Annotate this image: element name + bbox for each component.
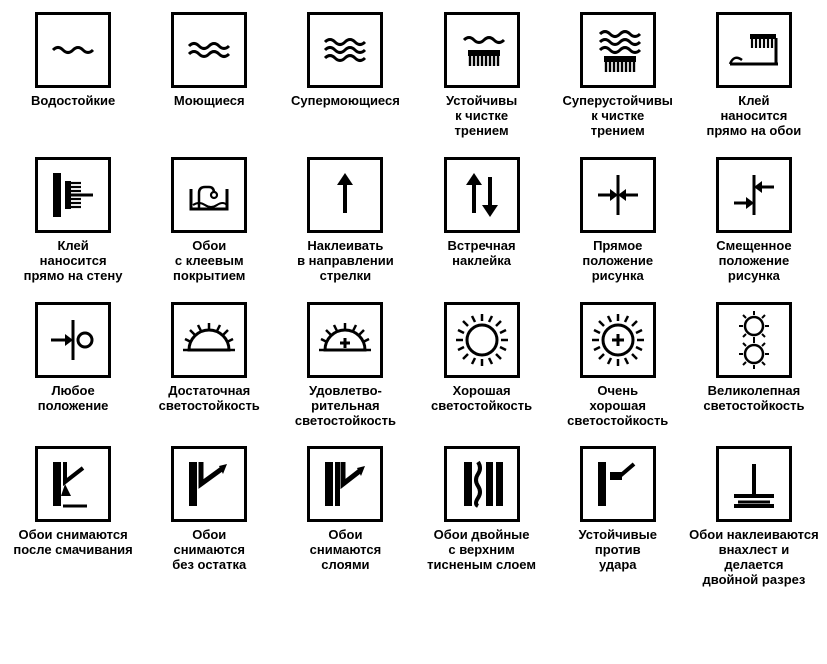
straight-match-icon xyxy=(580,157,656,233)
symbol-grid: Водостойкие Моющиеся Супермоющиеся xyxy=(8,12,819,588)
cell-reverse-hang: Встречная наклейка xyxy=(417,157,547,284)
cell-super-scrub-resistant: Суперустойчивы к чистке трением xyxy=(553,12,683,139)
prepasted-icon xyxy=(171,157,247,233)
label: Устойчивы к чистке трением xyxy=(446,94,517,139)
label: Смещенное положение рисунка xyxy=(716,239,791,284)
label: Обои снимаются без остатка xyxy=(172,528,246,573)
label: Обои двойные с верхним тисненым слоем xyxy=(427,528,536,573)
paste-on-wallpaper-icon xyxy=(716,12,792,88)
lightfast-satisfactory-icon xyxy=(307,302,383,378)
label: Встречная наклейка xyxy=(448,239,516,269)
cell-scrub-resistant: Устойчивы к чистке трением xyxy=(417,12,547,139)
cell-lightfast-excellent: Великолепная светостойкость xyxy=(689,302,819,429)
label: Водостойкие xyxy=(31,94,115,109)
cell-strip-when-wet: Обои снимаются после смачивания xyxy=(8,446,138,588)
cell-strip-in-layers: Обои снимаются слоями xyxy=(280,446,410,588)
duplex-embossed-icon xyxy=(444,446,520,522)
lightfast-sufficient-icon xyxy=(171,302,247,378)
cell-prepasted: Обои с клеевым покрытием xyxy=(144,157,274,284)
label: Клей наносится прямо на стену xyxy=(24,239,123,284)
cell-lightfast-satisfactory: Удовлетво- рительная светостойкость xyxy=(280,302,410,429)
cell-lightfast-sufficient: Достаточная светостойкость xyxy=(144,302,274,429)
cell-strip-dry-no-residue: Обои снимаются без остатка xyxy=(144,446,274,588)
label: Достаточная светостойкость xyxy=(159,384,260,414)
strip-in-layers-icon xyxy=(307,446,383,522)
cell-free-match: Любое положение xyxy=(8,302,138,429)
label: Наклеивать в направлении стрелки xyxy=(297,239,394,284)
cell-impact-resistant: Устойчивые против удара xyxy=(553,446,683,588)
cell-straight-match: Прямое положение рисунка xyxy=(553,157,683,284)
strip-when-wet-icon xyxy=(35,446,111,522)
super-scrub-resistant-icon xyxy=(580,12,656,88)
washable-icon xyxy=(171,12,247,88)
lightfast-good-icon xyxy=(444,302,520,378)
label: Обои наклеиваются внахлест и делается дв… xyxy=(689,528,819,588)
label: Моющиеся xyxy=(174,94,245,109)
label: Обои снимаются слоями xyxy=(310,528,382,573)
label: Удовлетво- рительная светостойкость xyxy=(295,384,396,429)
label: Супермоющиеся xyxy=(291,94,400,109)
cell-lightfast-good: Хорошая светостойкость xyxy=(417,302,547,429)
cell-washable: Моющиеся xyxy=(144,12,274,139)
label: Устойчивые против удара xyxy=(578,528,657,573)
lightfast-very-good-icon xyxy=(580,302,656,378)
cell-paste-on-wall: Клей наносится прямо на стену xyxy=(8,157,138,284)
free-match-icon xyxy=(35,302,111,378)
label: Обои с клеевым покрытием xyxy=(173,239,245,284)
label: Обои снимаются после смачивания xyxy=(13,528,132,558)
paste-on-wall-icon xyxy=(35,157,111,233)
cell-hang-arrow-direction: Наклеивать в направлении стрелки xyxy=(280,157,410,284)
cell-lightfast-very-good: Очень хорошая светостойкость xyxy=(553,302,683,429)
label: Хорошая светостойкость xyxy=(431,384,532,414)
cell-overlap-double-cut: Обои наклеиваются внахлест и делается дв… xyxy=(689,446,819,588)
strip-dry-no-residue-icon xyxy=(171,446,247,522)
super-washable-icon xyxy=(307,12,383,88)
label: Любое положение xyxy=(38,384,109,414)
reverse-hang-icon xyxy=(444,157,520,233)
label: Прямое положение рисунка xyxy=(582,239,653,284)
cell-super-washable: Супермоющиеся xyxy=(280,12,410,139)
label: Великолепная светостойкость xyxy=(703,384,804,414)
overlap-double-cut-icon xyxy=(716,446,792,522)
cell-water-resistant: Водостойкие xyxy=(8,12,138,139)
water-resistant-icon xyxy=(35,12,111,88)
cell-duplex-embossed: Обои двойные с верхним тисненым слоем xyxy=(417,446,547,588)
hang-arrow-direction-icon xyxy=(307,157,383,233)
impact-resistant-icon xyxy=(580,446,656,522)
label: Клей наносится прямо на обои xyxy=(707,94,802,139)
lightfast-excellent-icon xyxy=(716,302,792,378)
label: Суперустойчивы к чистке трением xyxy=(563,94,673,139)
offset-match-icon xyxy=(716,157,792,233)
scrub-resistant-icon xyxy=(444,12,520,88)
label: Очень хорошая светостойкость xyxy=(567,384,668,429)
cell-paste-on-wallpaper: Клей наносится прямо на обои xyxy=(689,12,819,139)
cell-offset-match: Смещенное положение рисунка xyxy=(689,157,819,284)
